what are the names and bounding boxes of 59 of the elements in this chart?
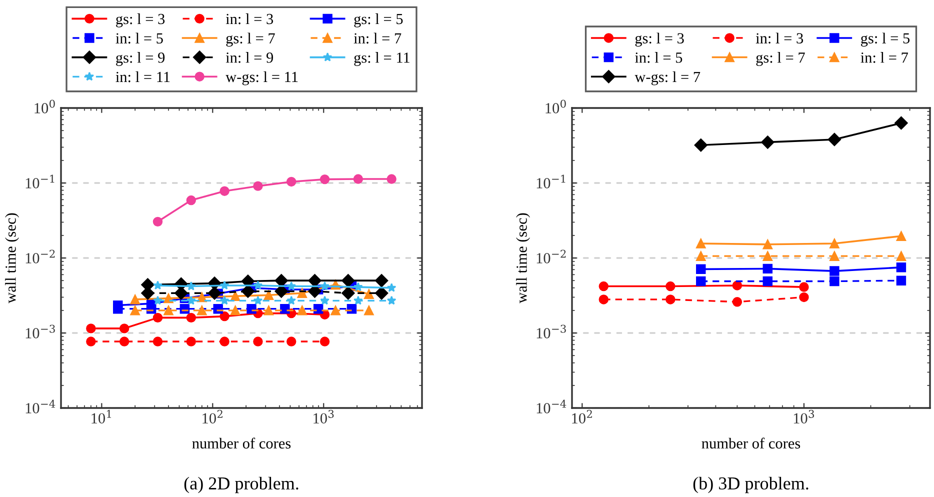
point [830, 276, 840, 286]
x-axis-title: number of cores [192, 438, 291, 449]
point [828, 132, 842, 146]
y-tick-label: 10$^{0}$ [546, 100, 566, 114]
y-tick-label: 10$^{−1}$ [536, 174, 566, 188]
y-tick-label: 10$^{−3}$ [536, 324, 566, 338]
legend-label: gs: l = 5 [861, 32, 910, 47]
point [896, 262, 906, 272]
legend-label: gs: l = 9 [116, 52, 165, 66]
y-axis-title: wall time (sec) [5, 213, 19, 304]
point [896, 231, 906, 241]
point [894, 116, 908, 130]
y-tick-label: 10$^{−4}$ [536, 400, 566, 414]
point [696, 264, 706, 274]
point [696, 251, 706, 261]
y-tick-label: 10$^{−1}$ [26, 174, 54, 188]
x-tick-label: 10$^{2}$ [572, 410, 592, 424]
legend-label: in: l = 5 [116, 32, 163, 44]
point [696, 276, 706, 286]
legend-label: gs: l = 5 [354, 13, 403, 28]
x-tick-label: 10$^{3}$ [794, 410, 814, 424]
point [762, 276, 773, 286]
point [762, 264, 773, 274]
legend-label: gs: l = 3 [116, 13, 165, 28]
point [694, 138, 708, 152]
x-axis-title: number of cores [702, 438, 800, 449]
point [896, 276, 906, 286]
x-tick-label: 10$^{3}$ [314, 410, 334, 424]
legend-label: gs: l = 7 [226, 32, 275, 47]
legend-label: in: l = 3 [226, 13, 274, 24]
point [830, 238, 840, 248]
legend-label: w-gs: l = 11 [226, 71, 298, 86]
legend-label: gs: l = 7 [756, 52, 805, 66]
text: (a) 2D problem. [184, 476, 298, 494]
legend-label: in: l = 11 [116, 71, 170, 82]
y-axis-title: wall time (sec) [516, 213, 530, 304]
point [762, 240, 773, 250]
y-tick-label: 10$^{−4}$ [26, 400, 56, 414]
point [830, 266, 840, 276]
legend-label: gs: l = 11 [354, 52, 410, 66]
legend-label: w-gs: l = 7 [634, 71, 700, 86]
legend-label: in: l = 9 [226, 52, 274, 63]
legend-label: in: l = 5 [634, 52, 682, 63]
y-tick-label: 10$^{−3}$ [26, 324, 55, 338]
point [762, 251, 773, 261]
legend-label: in: l = 7 [860, 52, 908, 63]
text: (b) 3D problem. [693, 476, 808, 494]
legend-label: in: l = 3 [756, 32, 804, 44]
x-tick-label: 10$^{1}$ [92, 410, 111, 424]
point [830, 251, 840, 261]
point [896, 251, 906, 261]
point [696, 238, 706, 248]
y-tick-label: 10$^{−2}$ [26, 250, 55, 264]
y-tick-label: 10$^{−2}$ [536, 250, 566, 264]
y-tick-label: 10$^{0}$ [34, 100, 55, 114]
legend-label: in: l = 7 [354, 32, 402, 44]
point [761, 136, 774, 149]
legend-label: gs: l = 3 [635, 32, 684, 47]
x-tick-label: 10$^{2}$ [202, 410, 222, 424]
